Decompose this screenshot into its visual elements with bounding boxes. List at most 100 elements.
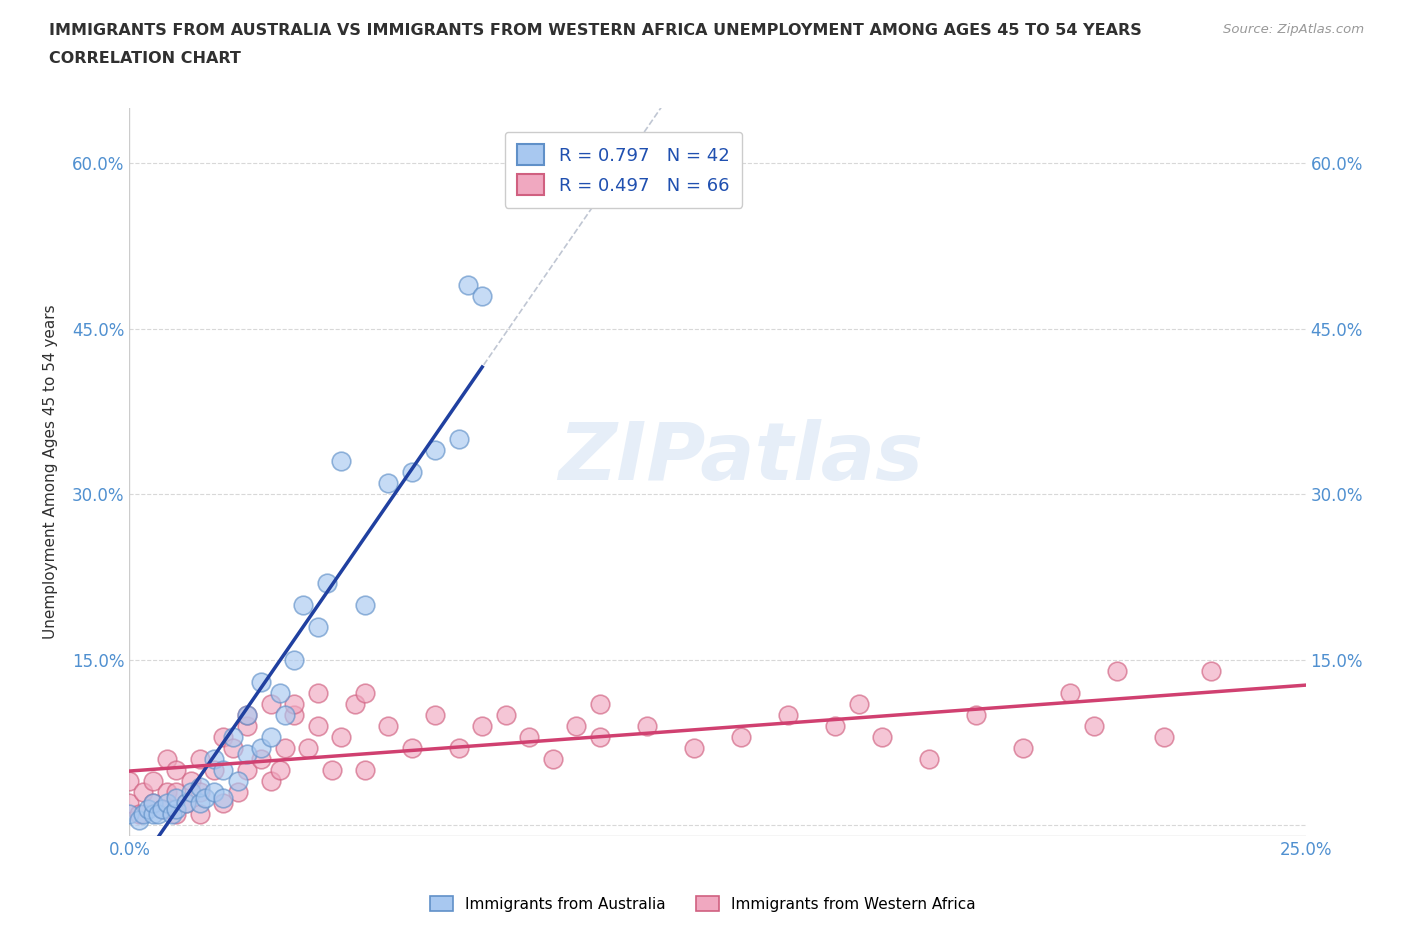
Point (353, 685, 375, 700)
Text: CORRELATION CHART: CORRELATION CHART (49, 51, 240, 66)
Point (848, 697, 870, 711)
Point (283, 697, 305, 711)
Point (236, 708, 259, 723)
Point (330, 729, 353, 744)
Point (180, 774, 202, 789)
Point (142, 796, 165, 811)
Point (146, 807, 169, 822)
Point (292, 597, 315, 612)
Point (259, 697, 281, 711)
Point (283, 708, 305, 723)
Point (132, 807, 155, 822)
Point (128, 807, 150, 822)
Point (194, 790, 217, 805)
Point (471, 719, 494, 734)
Point (316, 575, 339, 590)
Point (541, 751, 564, 766)
Point (236, 708, 259, 723)
Point (156, 785, 179, 800)
Point (165, 790, 187, 805)
Point (517, 729, 540, 744)
Point (1083, 719, 1105, 734)
Point (471, 288, 494, 303)
Point (269, 763, 291, 777)
Point (250, 751, 273, 766)
Point (188, 807, 211, 822)
Point (142, 774, 165, 789)
Point (353, 763, 375, 777)
Point (212, 790, 235, 805)
Point (377, 476, 399, 491)
Point (226, 785, 249, 800)
Point (589, 697, 612, 711)
Point (353, 597, 375, 612)
Point (457, 277, 479, 292)
Point (156, 751, 179, 766)
Point (132, 785, 155, 800)
Point (188, 779, 211, 794)
Point (307, 685, 329, 700)
Text: ZIPatlas: ZIPatlas (558, 418, 924, 497)
Point (636, 719, 658, 734)
Point (212, 729, 235, 744)
Point (236, 719, 259, 734)
Point (297, 740, 319, 755)
Point (165, 802, 187, 817)
Point (824, 719, 846, 734)
Point (307, 619, 329, 634)
Point (377, 719, 399, 734)
Point (259, 729, 281, 744)
Point (180, 785, 202, 800)
Point (150, 802, 173, 817)
Point (188, 785, 211, 800)
Point (118, 807, 141, 822)
Point (321, 763, 343, 777)
Point (307, 719, 329, 734)
Point (165, 785, 187, 800)
Point (174, 796, 197, 811)
Point (425, 708, 447, 723)
Point (202, 751, 225, 766)
Point (222, 740, 245, 755)
Point (918, 751, 941, 766)
Point (212, 763, 235, 777)
Point (202, 785, 225, 800)
Legend: R = 0.797   N = 42, R = 0.497   N = 66: R = 0.797 N = 42, R = 0.497 N = 66 (505, 131, 742, 207)
Point (150, 802, 173, 817)
Point (447, 432, 470, 446)
Point (683, 740, 706, 755)
Point (1012, 740, 1035, 755)
Point (174, 796, 197, 811)
Point (236, 763, 259, 777)
Point (212, 796, 235, 811)
Point (118, 796, 141, 811)
Point (165, 807, 187, 822)
Point (188, 751, 211, 766)
Point (344, 697, 367, 711)
Point (330, 454, 353, 469)
Point (273, 708, 295, 723)
Point (401, 465, 423, 480)
Point (589, 729, 612, 744)
Point (730, 729, 752, 744)
Point (226, 774, 249, 789)
Point (165, 763, 187, 777)
Point (250, 740, 273, 755)
Text: Source: ZipAtlas.com: Source: ZipAtlas.com (1223, 23, 1364, 36)
Point (236, 746, 259, 761)
Point (259, 774, 281, 789)
Point (128, 812, 150, 827)
Point (565, 719, 588, 734)
Point (250, 674, 273, 689)
Point (870, 729, 893, 744)
Point (1153, 729, 1175, 744)
Point (425, 443, 447, 458)
Point (156, 796, 179, 811)
Point (447, 740, 470, 755)
Point (283, 652, 305, 667)
Point (202, 763, 225, 777)
Point (118, 774, 141, 789)
Point (273, 740, 295, 755)
Point (965, 708, 987, 723)
Point (188, 796, 211, 811)
